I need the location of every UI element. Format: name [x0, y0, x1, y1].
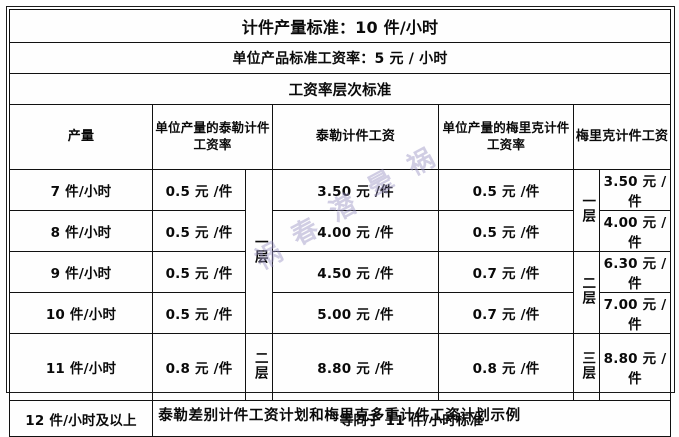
piece-rate-standards-table: 计件产量标准：10 件/小时 单位产品标准工资率：5 元 / 小时 工资率层次标…	[8, 9, 672, 437]
cell-merrick-wage: 6.30 元 /件	[598, 251, 672, 293]
table-row-overflow: 12 件/小时及以上 等同于 11 件/小时标准	[9, 400, 672, 437]
cell-merrick-wage: 7.00 元 /件	[598, 292, 672, 334]
cell-taylor-wage: 5.00 元 /件	[272, 292, 439, 334]
merrick-tier-marker: 三层	[573, 333, 600, 401]
table-row: 11 件/小时 0.8 元 /件 二层 8.80 元 /件 0.8 元 /件 三…	[9, 333, 672, 401]
taylor-tier-marker: 二层	[245, 333, 273, 401]
table-row: 7 件/小时 0.5 元 /件 一层 3.50 元 /件 0.5 元 /件 一层…	[9, 169, 672, 334]
cell-taylor-rate: 0.8 元 /件	[152, 333, 246, 401]
cell-output: 9 件/小时	[9, 251, 153, 293]
cell-merrick-wage: 3.50 元 /件	[598, 169, 672, 211]
cell-merrick-rate: 0.8 元 /件	[438, 333, 574, 401]
taylor-tier-label: 二层	[251, 350, 268, 380]
cell-taylor-wage: 4.50 元 /件	[272, 251, 439, 293]
column-header-output: 产量	[9, 104, 153, 170]
cell-taylor-rate: 0.5 元 /件	[152, 292, 246, 334]
column-header-merrick-wage: 梅里克计件工资	[572, 104, 672, 170]
cell-taylor-wage: 4.00 元 /件	[272, 210, 439, 252]
title-row-rate-standard: 单位产品标准工资率：5 元 / 小时	[8, 42, 672, 74]
table-row: 9 件/小时 0.5 元 /件 4.50 元 /件 0.7 元 /件 二层 6.…	[9, 251, 672, 334]
cell-merrick-wage: 8.80 元 /件	[598, 333, 672, 401]
merrick-tier-marker: 一层	[573, 169, 600, 252]
table-row: 8 件/小时 0.5 元 /件 4.00 元 /件 0.5 元 /件 4.00 …	[9, 210, 672, 252]
taylor-tier-marker: 一层	[245, 169, 273, 334]
cell-merrick-rate: 0.5 元 /件	[438, 210, 574, 252]
title-row-output-standard: 计件产量标准：10 件/小时	[8, 9, 672, 43]
cell-taylor-rate: 0.5 元 /件	[152, 210, 246, 252]
figure-caption: 泰勒差别计件工资计划和梅里克多重计件工资计划示例	[158, 408, 521, 424]
cell-taylor-rate: 0.5 元 /件	[152, 169, 246, 211]
cell-taylor-wage: 8.80 元 /件	[272, 333, 439, 401]
merrick-tier-label: 三层	[579, 350, 596, 380]
title-row-section: 工资率层次标准	[8, 73, 672, 105]
cell-taylor-rate: 0.5 元 /件	[152, 251, 246, 293]
column-header-merrick-rate: 单位产量的梅里克计件工资率	[438, 104, 574, 170]
cell-merrick-rate: 0.5 元 /件	[438, 169, 574, 211]
standard-output-title: 计件产量标准：10 件/小时	[8, 9, 672, 43]
cell-output: 10 件/小时	[9, 292, 153, 334]
cell-merrick-rate: 0.7 元 /件	[438, 292, 574, 334]
table-row: 10 件/小时 0.5 元 /件 5.00 元 /件 0.7 元 /件 7.00…	[9, 292, 672, 334]
taylor-tier-label: 一层	[251, 235, 268, 265]
header-row: 产量 单位产量的泰勒计件工资率 泰勒计件工资 单位产量的梅里克计件工资率 梅里克…	[9, 104, 672, 170]
column-header-taylor-rate: 单位产量的泰勒计件工资率	[152, 104, 273, 170]
cell-merrick-rate: 0.7 元 /件	[438, 251, 574, 293]
column-header-taylor-wage: 泰勒计件工资	[272, 104, 439, 170]
section-title: 工资率层次标准	[8, 73, 672, 105]
cell-output: 8 件/小时	[9, 210, 153, 252]
standard-rate-title: 单位产品标准工资率：5 元 / 小时	[8, 42, 672, 74]
cell-taylor-wage: 3.50 元 /件	[272, 169, 439, 211]
cell-output: 7 件/小时	[9, 169, 153, 211]
cell-overflow-note: 等同于 11 件/小时标准	[151, 400, 672, 437]
merrick-tier-label: 一层	[579, 194, 596, 224]
merrick-tier-marker: 二层	[573, 251, 600, 334]
cell-output: 11 件/小时	[9, 333, 153, 401]
cell-merrick-wage: 4.00 元 /件	[598, 210, 672, 252]
merrick-tier-label: 二层	[579, 276, 596, 306]
